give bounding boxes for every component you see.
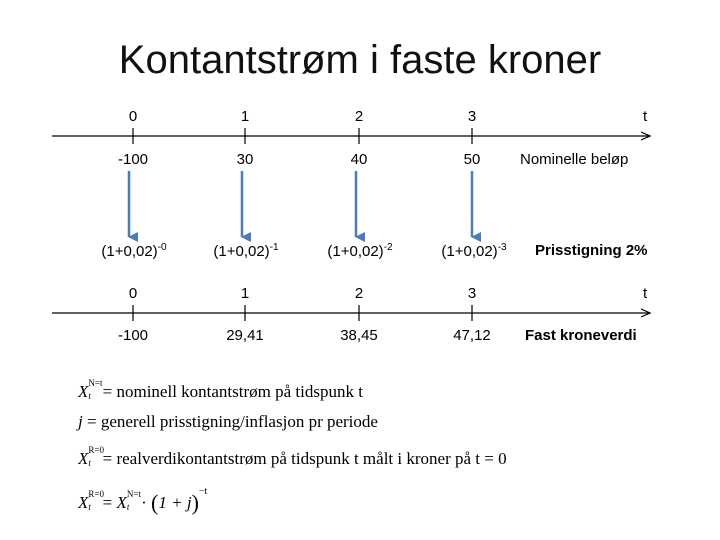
timeline2-axis-label: t	[643, 285, 648, 302]
real-values-label: Fast kroneverdi	[525, 327, 637, 344]
timeline1-value-3: 50	[463, 151, 481, 168]
timeline2-value-1: 29,41	[226, 327, 264, 344]
timeline1-value-2: 40	[350, 151, 368, 168]
timeline2-period-2: 2	[354, 285, 364, 302]
timeline1-period-1: 1	[240, 108, 250, 125]
legend-conversion-formula: X R=0 t = X N=t t · (1 + j)−t	[78, 486, 208, 515]
timeline2-value-3: 47,12	[453, 327, 491, 344]
timeline2-period-3: 3	[467, 285, 477, 302]
discount-factor-1: (1+0,02)-1	[213, 242, 279, 260]
inflation-label: Prisstigning 2%	[535, 242, 648, 259]
timeline2-period-0: 0	[128, 285, 138, 302]
legend-real: X R=0 t = realverdikontantstrøm på tidspun…	[78, 445, 507, 468]
nominal-values-label: Nominelle beløp	[520, 151, 629, 168]
discount-factor-0: (1+0,02)-0	[101, 242, 167, 260]
legend-inflation: j = generell prisstigning/inflasjon pr p…	[78, 412, 378, 431]
timeline1-period-2: 2	[354, 108, 364, 125]
timeline2-period-1: 1	[240, 285, 250, 302]
timeline2-value-2: 38,45	[340, 327, 378, 344]
discount-factor-3: (1+0,02)-3	[441, 242, 507, 260]
page-title: Kontantstrøm i faste kroner	[118, 38, 602, 82]
timeline1-axis-label: t	[643, 108, 648, 125]
timeline1-value-0: -100	[117, 151, 149, 168]
discount-factor-2: (1+0,02)-2	[327, 242, 393, 260]
timeline1-value-1: 30	[236, 151, 254, 168]
timeline2-value-0: -100	[117, 327, 149, 344]
timeline1-period-0: 0	[128, 108, 138, 125]
timeline1-period-3: 3	[467, 108, 477, 125]
legend-nominal: X N=t t = nominell kontantstrøm på tidspun…	[78, 378, 363, 401]
